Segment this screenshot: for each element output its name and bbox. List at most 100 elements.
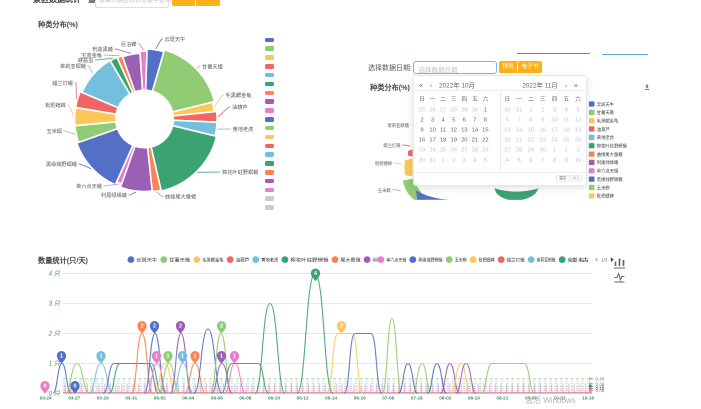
svg-text:1: 1 [100, 354, 103, 360]
svg-text:22: 22 [528, 138, 534, 144]
svg-text:利绿蝽: 利绿蝽 [373, 257, 381, 264]
svg-text:08-21: 08-21 [496, 396, 508, 401]
svg-text:玉米螟: 玉米螟 [597, 184, 611, 191]
svg-text:1: 1 [233, 354, 236, 360]
svg-text:黑缘烛野螟蛾: 黑缘烛野螟蛾 [597, 176, 623, 183]
svg-text:油葫芦: 油葫芦 [232, 103, 248, 111]
svg-text:06-12: 06-12 [297, 396, 309, 401]
svg-text:确定: 确定 [572, 176, 580, 181]
svg-text:利尾绿缘蝽: 利尾绿缘蝽 [597, 159, 619, 166]
svg-text:29: 29 [528, 148, 534, 154]
svg-text:30: 30 [472, 107, 478, 113]
svg-text:30: 30 [539, 148, 545, 154]
svg-text:云斑天牛: 云斑天牛 [136, 257, 157, 264]
svg-text:6: 6 [463, 117, 466, 123]
svg-text:‹: ‹ [430, 82, 432, 89]
svg-text:7: 7 [517, 117, 520, 123]
svg-text:2: 2 [541, 107, 544, 113]
svg-text:0.34: 0.34 [596, 381, 605, 386]
svg-text:茉莉亚螟蛾: 茉莉亚螟蛾 [388, 122, 410, 129]
svg-text:毛黑鳃金龟: 毛黑鳃金龟 [226, 91, 252, 99]
svg-text:08-02: 08-02 [439, 396, 451, 401]
svg-text:二: 二 [440, 97, 446, 103]
svg-text:2: 2 [220, 324, 223, 330]
svg-text:2: 2 [452, 158, 455, 164]
svg-text:10: 10 [429, 128, 435, 134]
svg-text:03-27: 03-27 [68, 396, 80, 401]
svg-text:5: 5 [484, 158, 487, 164]
svg-text:25: 25 [419, 107, 425, 113]
svg-text:03-29: 03-29 [97, 396, 109, 401]
svg-text:六: 六 [575, 95, 581, 103]
svg-text:1: 1 [220, 354, 223, 360]
svg-text:5: 5 [576, 107, 579, 113]
svg-text:06-06: 06-06 [211, 396, 223, 401]
svg-text:二: 二 [528, 97, 534, 103]
svg-text:15: 15 [528, 128, 534, 134]
svg-text:25: 25 [563, 138, 569, 144]
svg-text:0.05: 0.05 [596, 388, 605, 393]
svg-text:曲缘尾大蚕蛾: 曲缘尾大蚕蛾 [597, 151, 623, 158]
svg-text:0: 0 [74, 384, 77, 390]
svg-text:甘薯天蛾: 甘薯天蛾 [169, 257, 190, 264]
svg-text:2: 2 [141, 324, 144, 330]
svg-text:8: 8 [553, 158, 556, 164]
svg-text:2: 2 [179, 324, 182, 330]
svg-text:油葫芦: 油葫芦 [597, 126, 611, 133]
svg-text:清空: 清空 [559, 176, 567, 181]
svg-text:2: 2 [565, 148, 568, 154]
svg-text:23: 23 [539, 138, 545, 144]
svg-text:1: 1 [484, 107, 487, 113]
svg-text:一: 一 [430, 97, 436, 103]
svg-text:棉花叶蛀野螟蛾: 棉花叶蛀野螟蛾 [222, 168, 259, 176]
svg-text:28: 28 [472, 148, 478, 154]
svg-text:曲缘尾大蚕蛾: 曲缘尾大蚕蛾 [165, 193, 197, 201]
svg-text:03-24: 03-24 [40, 396, 52, 401]
svg-text:5: 5 [517, 158, 520, 164]
svg-text:3: 3 [463, 158, 466, 164]
svg-text:06-02: 06-02 [154, 396, 166, 401]
svg-text:枇杷蟋蟀: 枇杷蟋蟀 [45, 101, 66, 109]
svg-text:07-16: 07-16 [411, 396, 423, 401]
svg-text:14: 14 [516, 128, 523, 134]
svg-text:1: 1 [194, 354, 197, 360]
svg-text:12: 12 [450, 128, 456, 134]
svg-text:茉莉亚螟蛾: 茉莉亚螟蛾 [537, 257, 556, 264]
svg-text:蜡兰灯蛾: 蜡兰灯蛾 [383, 142, 401, 149]
svg-text:06-10: 06-10 [268, 396, 280, 401]
svg-text:云斑天牛: 云斑天牛 [165, 35, 186, 43]
svg-text:玉米螟: 玉米螟 [378, 187, 392, 194]
svg-text:18: 18 [440, 138, 446, 144]
svg-text:0: 0 [44, 384, 47, 390]
svg-text:8: 8 [484, 117, 487, 123]
svg-text:06-04: 06-04 [182, 396, 194, 401]
svg-text:三: 三 [540, 96, 546, 103]
svg-text:7: 7 [473, 117, 476, 123]
svg-text:9: 9 [565, 158, 568, 164]
svg-text:2 只: 2 只 [48, 331, 61, 338]
svg-text:4 只: 4 只 [49, 271, 61, 278]
svg-text:26: 26 [429, 107, 435, 113]
svg-text:1: 1 [60, 354, 63, 360]
svg-text:1: 1 [181, 354, 184, 360]
svg-text:28: 28 [450, 107, 456, 113]
svg-text:14: 14 [472, 128, 479, 134]
svg-text:06-14: 06-14 [325, 396, 337, 401]
svg-text:六: 六 [483, 95, 489, 103]
svg-text:29: 29 [482, 148, 488, 154]
svg-text:3: 3 [553, 107, 556, 113]
svg-text:4: 4 [314, 271, 317, 277]
svg-text:单六点天蛾: 单六点天蛾 [386, 257, 406, 264]
svg-text:28: 28 [516, 148, 522, 154]
svg-text:8: 8 [529, 117, 532, 123]
svg-text:云斑天牛: 云斑天牛 [597, 101, 615, 108]
svg-text:1: 1 [155, 354, 158, 360]
svg-text:5: 5 [452, 117, 455, 123]
svg-text:2022年 10月: 2022年 10月 [439, 81, 475, 90]
svg-text:甘薯天蛾: 甘薯天蛾 [597, 109, 615, 116]
svg-text:宝蓝金龟: 宝蓝金龟 [81, 51, 102, 59]
svg-text:0.28: 0.28 [596, 384, 605, 389]
svg-text:0.15: 0.15 [596, 386, 605, 391]
svg-text:13: 13 [504, 128, 510, 134]
svg-text:黄地老虎: 黄地老虎 [261, 257, 278, 264]
